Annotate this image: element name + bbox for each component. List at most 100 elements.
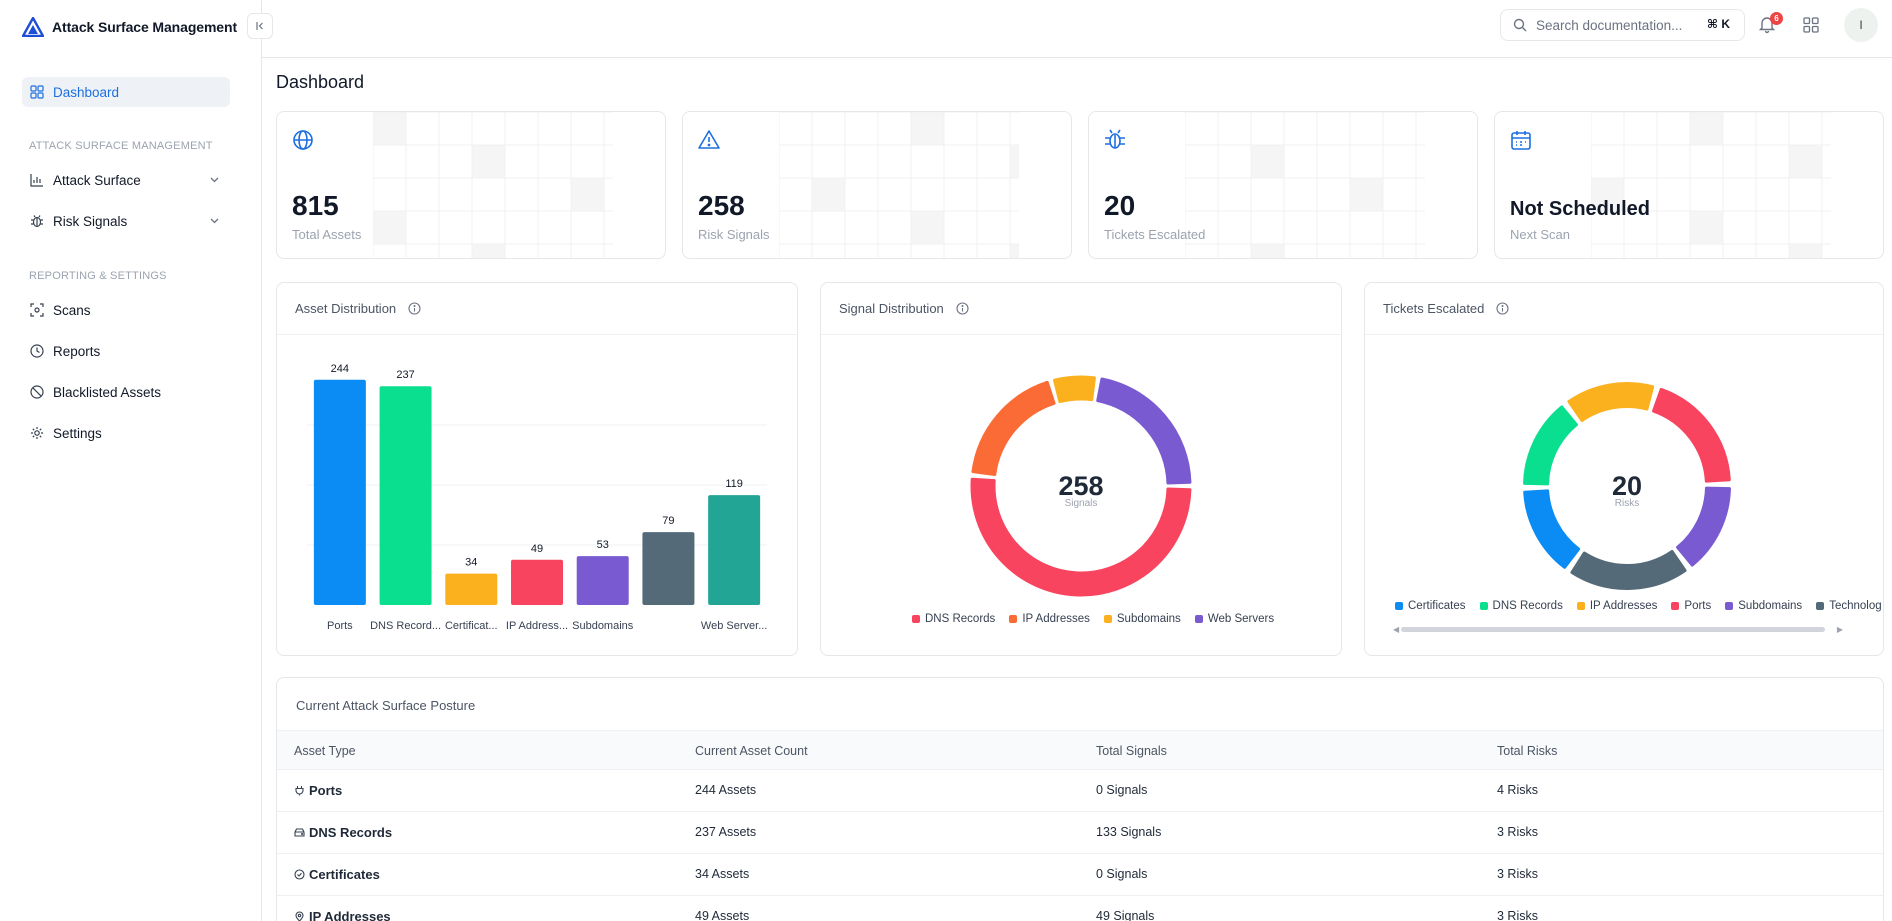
grid-cell bbox=[910, 243, 945, 258]
bar[interactable] bbox=[708, 495, 761, 605]
legend-item[interactable]: Certificates bbox=[1395, 600, 1466, 612]
bar[interactable] bbox=[379, 386, 432, 605]
stat-label: Next Scan bbox=[1510, 227, 1570, 242]
topbar: Search documentation... ⌘ K 6 I bbox=[262, 0, 1892, 58]
donut-slice[interactable] bbox=[1096, 377, 1192, 485]
grid-cell bbox=[570, 177, 605, 212]
asset-type-cell: Certificates bbox=[294, 867, 380, 882]
apps-grid-icon[interactable] bbox=[1802, 16, 1820, 34]
sidebar-item-scans[interactable]: Scans bbox=[22, 295, 230, 325]
grid-cell bbox=[405, 243, 440, 258]
bar[interactable] bbox=[642, 532, 695, 605]
table-row[interactable]: DNS Records 237 Assets 133 Signals 3 Ris… bbox=[277, 812, 1883, 854]
bar[interactable] bbox=[313, 379, 366, 605]
legend-item[interactable]: Subdomains bbox=[1103, 613, 1181, 625]
grid-cell bbox=[504, 210, 539, 245]
grid-cell bbox=[373, 210, 407, 245]
grid-cell bbox=[779, 177, 813, 212]
bell-icon[interactable] bbox=[1757, 14, 1777, 34]
table-row[interactable]: IP Addresses 49 Assets 49 Signals 3 Risk… bbox=[277, 896, 1883, 921]
asset-type-cell: DNS Records bbox=[294, 825, 392, 840]
sidebar-item-settings[interactable]: Settings bbox=[22, 418, 230, 448]
grid-cell bbox=[1382, 112, 1417, 146]
grid-cell bbox=[1250, 177, 1285, 212]
bar-value-label: 53 bbox=[597, 539, 609, 551]
grid-cell bbox=[976, 210, 1011, 245]
stat-card-tickets-escalated[interactable]: 20 Tickets Escalated bbox=[1088, 111, 1478, 259]
donut-slice[interactable] bbox=[1652, 387, 1731, 483]
donut-slice[interactable] bbox=[1523, 405, 1578, 486]
table-row[interactable]: Certificates 34 Assets 0 Signals 3 Risks bbox=[277, 854, 1883, 896]
brand[interactable]: Attack Surface Management bbox=[22, 16, 237, 38]
risks-cell: 3 Risks bbox=[1497, 909, 1538, 921]
legend-item[interactable]: DNS Records bbox=[1479, 600, 1563, 612]
asset-count-cell: 244 Assets bbox=[695, 783, 757, 797]
donut-slice[interactable] bbox=[1570, 550, 1687, 590]
legend-swatch bbox=[1671, 602, 1680, 610]
legend-item[interactable]: Ports bbox=[1671, 600, 1711, 612]
table-row[interactable]: Ports 244 Assets 0 Signals 4 Risks bbox=[277, 770, 1883, 812]
donut-slice[interactable] bbox=[1053, 375, 1096, 404]
donut-slice[interactable] bbox=[971, 380, 1056, 477]
bar[interactable] bbox=[576, 556, 629, 605]
grid-cell bbox=[405, 177, 440, 212]
info-icon[interactable] bbox=[408, 302, 421, 315]
scroll-left-icon[interactable]: ◀ bbox=[1393, 625, 1400, 634]
sidebar-item-blacklisted[interactable]: Blacklisted Assets bbox=[22, 377, 230, 407]
grid-cell bbox=[877, 243, 912, 258]
stat-card-total-assets[interactable]: 815 Total Assets bbox=[276, 111, 666, 259]
stat-card-next-scan[interactable]: Not Scheduled Next Scan bbox=[1494, 111, 1884, 259]
stat-card-risk-signals[interactable]: 258 Risk Signals bbox=[682, 111, 1072, 259]
sidebar-item-attack-surface[interactable]: Attack Surface bbox=[22, 165, 230, 195]
grid-cell bbox=[504, 177, 539, 212]
avatar[interactable]: I bbox=[1844, 8, 1878, 42]
ban-icon bbox=[30, 385, 44, 399]
sidebar-item-dashboard[interactable]: Dashboard bbox=[22, 77, 230, 107]
donut-slice[interactable] bbox=[1676, 486, 1731, 567]
info-icon[interactable] bbox=[1496, 302, 1509, 315]
sidebar-item-reports[interactable]: Reports bbox=[22, 336, 230, 366]
legend-item[interactable]: IP Addresses bbox=[1576, 600, 1657, 612]
scroll-right-icon[interactable]: ▶ bbox=[1836, 625, 1843, 634]
grid-pattern bbox=[779, 112, 1019, 258]
stat-label: Tickets Escalated bbox=[1104, 227, 1206, 242]
legend-item[interactable]: Web Servers bbox=[1194, 613, 1274, 625]
bar[interactable] bbox=[445, 573, 498, 605]
scroll-thumb[interactable] bbox=[1401, 627, 1825, 632]
search-input[interactable]: Search documentation... ⌘ K bbox=[1500, 9, 1745, 41]
legend-scrollbar[interactable]: ◀ ▶ bbox=[1393, 625, 1843, 634]
grid-cell bbox=[471, 243, 506, 258]
grid-cell bbox=[1591, 112, 1625, 146]
grid-cell bbox=[537, 177, 572, 212]
donut-slice[interactable] bbox=[1567, 382, 1655, 422]
grid-cell bbox=[1656, 144, 1691, 179]
column-header[interactable]: Total Risks bbox=[1497, 744, 1558, 758]
column-header[interactable]: Total Signals bbox=[1096, 744, 1167, 758]
grid-cell bbox=[1689, 210, 1724, 245]
bar[interactable] bbox=[511, 559, 563, 605]
bar-value-label: 34 bbox=[465, 557, 477, 569]
legend-item[interactable]: Technolog bbox=[1816, 600, 1882, 612]
table-header-row: Asset Type Current Asset Count Total Sig… bbox=[277, 730, 1883, 770]
column-header[interactable]: Asset Type bbox=[294, 744, 356, 758]
legend-item[interactable]: Subdomains bbox=[1725, 600, 1802, 612]
grid-cell bbox=[1283, 177, 1318, 212]
bar-value-label: 237 bbox=[396, 369, 414, 381]
grid-cell bbox=[1382, 177, 1417, 212]
search-shortcut: ⌘ K bbox=[1706, 17, 1730, 31]
sidebar-item-risk-signals[interactable]: Risk Signals bbox=[22, 206, 230, 236]
grid-cell bbox=[1821, 243, 1831, 258]
collapse-icon bbox=[256, 22, 263, 30]
page-title: Dashboard bbox=[276, 72, 365, 92]
grid-cell bbox=[1415, 112, 1425, 146]
legend-item[interactable]: IP Addresses bbox=[1009, 613, 1090, 625]
donut-slice[interactable] bbox=[1523, 489, 1581, 569]
donut-slice[interactable] bbox=[970, 477, 1192, 597]
category-label: Subdomains bbox=[572, 620, 634, 632]
legend-item[interactable]: DNS Records bbox=[912, 613, 995, 625]
column-header[interactable]: Current Asset Count bbox=[695, 744, 808, 758]
collapse-sidebar-button[interactable] bbox=[247, 13, 273, 39]
stat-value: 20 bbox=[1104, 190, 1136, 221]
info-icon[interactable] bbox=[956, 302, 969, 315]
grid-cell bbox=[844, 112, 879, 146]
